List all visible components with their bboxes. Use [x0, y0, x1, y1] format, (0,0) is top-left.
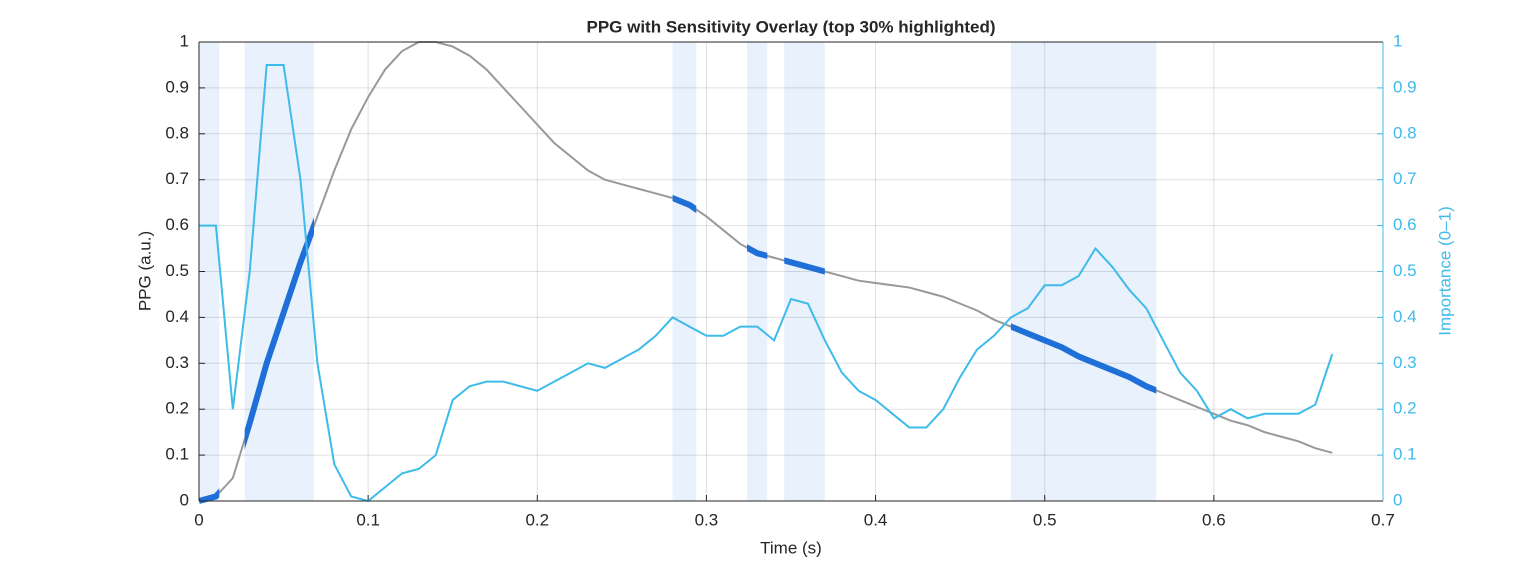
y2-tick-label: 0.5	[1393, 261, 1417, 280]
x-tick-label: 0.6	[1202, 510, 1226, 529]
y-tick-label: 1	[180, 31, 189, 50]
y-tick-label: 0.2	[165, 399, 189, 418]
x-tick-label: 0.5	[1033, 510, 1057, 529]
y-tick-label: 0.9	[165, 77, 189, 96]
highlight-region	[199, 42, 220, 501]
x-tick-label: 0.4	[864, 510, 888, 529]
y2-tick-label: 0.6	[1393, 215, 1417, 234]
highlight-region	[1010, 42, 1157, 501]
y2-tick-label: 0.8	[1393, 123, 1417, 142]
y2-tick-label: 0.7	[1393, 169, 1417, 188]
x-tick-label: 0.7	[1371, 510, 1395, 529]
y2-axis-label: Importance (0–1)	[1435, 206, 1454, 335]
y-tick-label: 0.4	[165, 307, 189, 326]
y2-tick-label: 0.4	[1393, 307, 1417, 326]
highlight-region	[747, 42, 768, 501]
x-axis-label: Time (s)	[760, 538, 822, 557]
x-tick-label: 0.1	[356, 510, 380, 529]
y2-tick-label: 0.1	[1393, 445, 1417, 464]
y-axis-label: PPG (a.u.)	[135, 231, 154, 311]
highlight-region	[672, 42, 697, 501]
chart-title: PPG with Sensitivity Overlay (top 30% hi…	[586, 17, 995, 36]
x-tick-label: 0.3	[695, 510, 719, 529]
y2-tick-label: 0.9	[1393, 77, 1417, 96]
x-tick-label: 0.2	[525, 510, 549, 529]
highlight-region	[244, 42, 315, 501]
y-tick-label: 0.6	[165, 215, 189, 234]
y2-tick-label: 0	[1393, 490, 1402, 509]
y-tick-label: 0.7	[165, 169, 189, 188]
x-tick-label: 0	[194, 510, 203, 529]
importance-line	[199, 63, 1334, 503]
y-tick-label: 0.5	[165, 261, 189, 280]
y-tick-label: 0.8	[165, 123, 189, 142]
y2-tick-label: 0.3	[1393, 353, 1417, 372]
y-tick-label: 0.1	[165, 445, 189, 464]
y2-tick-label: 0.2	[1393, 399, 1417, 418]
y-tick-label: 0.3	[165, 353, 189, 372]
y-tick-label: 0	[180, 490, 189, 509]
y2-tick-label: 1	[1393, 31, 1402, 50]
